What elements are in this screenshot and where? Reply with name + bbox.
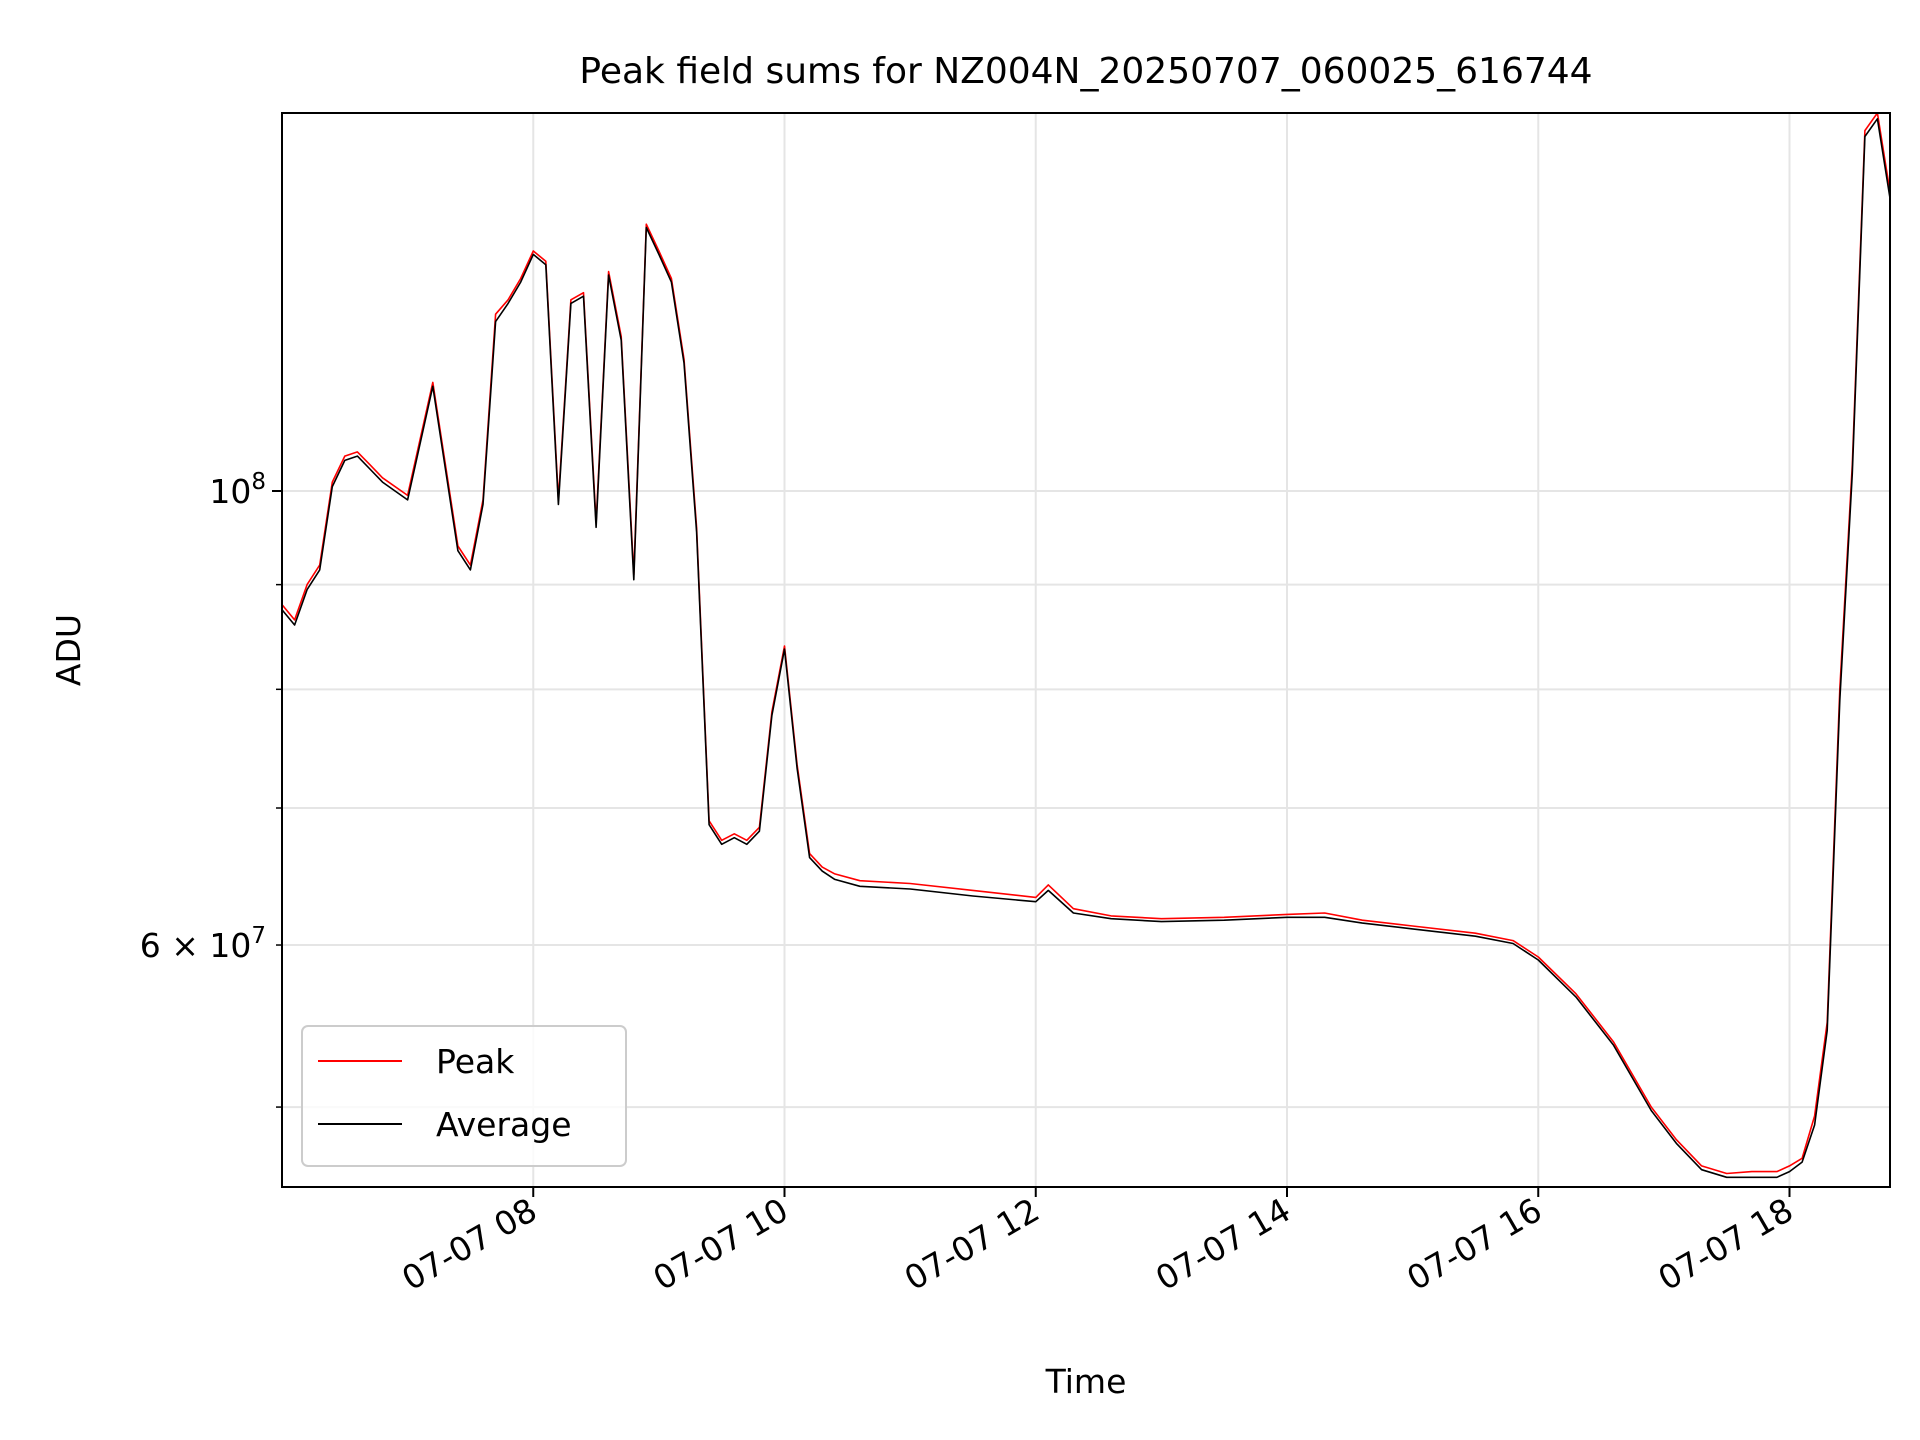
y-axis-label: ADU <box>49 614 88 686</box>
x-axis-label: Time <box>1045 1362 1127 1401</box>
plot-area-frame <box>281 112 1891 1188</box>
legend-label-peak: Peak <box>436 1042 515 1081</box>
series-lines <box>281 112 1891 1179</box>
series-line-peak <box>281 112 1891 1175</box>
chart-title: Peak field sums for NZ004N_20250707_0600… <box>579 51 1592 92</box>
legend-label-average: Average <box>436 1105 572 1144</box>
legend: Peak Average <box>301 1025 627 1167</box>
series-line-average <box>281 118 1891 1179</box>
y-tick-label: 6 × 107 <box>140 923 266 965</box>
y-tick-label: 108 <box>209 469 266 511</box>
